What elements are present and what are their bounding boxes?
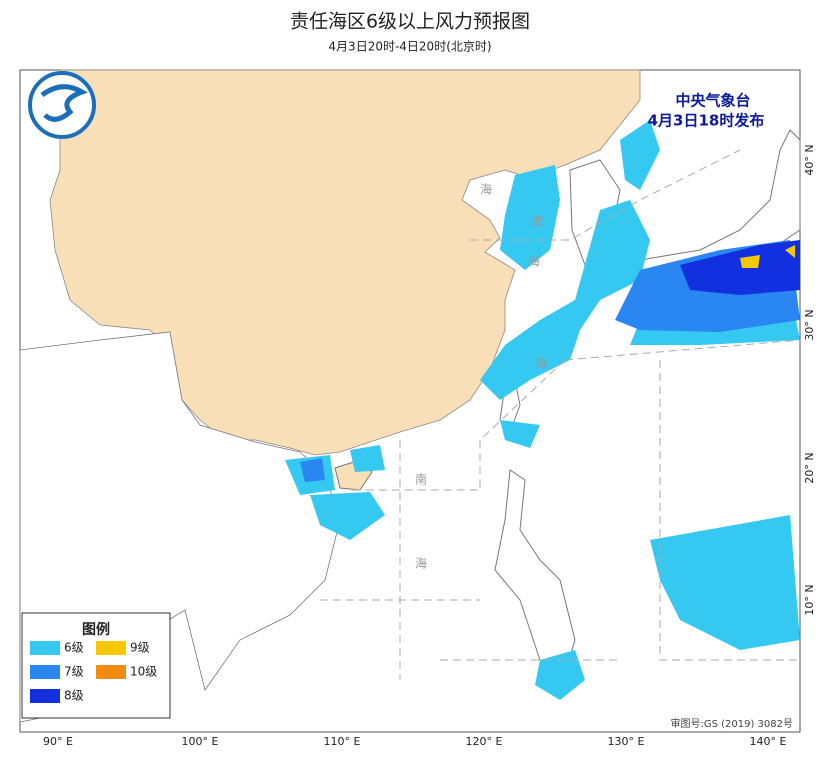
lon-label: 110° E	[324, 735, 361, 748]
title: 责任海区6级以上风力预报图	[290, 11, 530, 33]
wind-8	[680, 240, 800, 295]
issuer-name: 中央气象台	[675, 92, 750, 110]
logo	[28, 71, 96, 139]
sea-label: 海	[535, 356, 547, 371]
legend-swatch	[30, 641, 60, 655]
latitude-labels: 40° N 30° N 20° N 10° N	[803, 144, 816, 615]
wind-9	[740, 245, 795, 268]
legend-swatch	[30, 665, 60, 679]
sea-label: 海	[415, 556, 427, 571]
legend-label: 10级	[130, 665, 157, 679]
legend-swatch	[30, 689, 60, 703]
lon-label: 130° E	[608, 735, 645, 748]
legend-label: 8级	[64, 689, 84, 703]
lon-label: 140° E	[750, 735, 787, 748]
legend: 图例 6级 9级 7级 10级 8级	[21, 612, 171, 719]
china-land	[49, 69, 641, 456]
legend-label: 9级	[130, 641, 150, 655]
lon-label: 120° E	[466, 735, 503, 748]
logo-mark	[40, 84, 88, 122]
legend-label: 6级	[64, 641, 84, 655]
legend-label: 7级	[64, 665, 84, 679]
lat-label: 40° N	[803, 144, 816, 175]
sea-label: 海	[528, 254, 540, 269]
legend-swatch	[96, 641, 126, 655]
lat-label: 10° N	[803, 584, 816, 615]
legend-title: 图例	[82, 621, 110, 638]
longitude-labels: 90° E 100° E 110° E 120° E 130° E 140° E	[43, 735, 786, 748]
legend-swatch	[96, 665, 126, 679]
sea-area-boundaries	[320, 149, 801, 680]
lat-label: 20° N	[803, 452, 816, 483]
issuer-time: 4月3日18时发布	[648, 112, 765, 130]
lon-label: 90° E	[43, 735, 73, 748]
subtitle: 4月3日20时-4日20时(北京时)	[328, 40, 491, 54]
lat-label: 30° N	[803, 309, 816, 340]
sea-labels: 海 黄 海 海 南 海	[415, 182, 547, 571]
sea-label: 南	[415, 472, 427, 487]
sea-label: 黄	[532, 215, 544, 229]
lon-label: 100° E	[182, 735, 219, 748]
sea-label: 海	[480, 182, 492, 197]
map-approval: 审图号:GS (2019) 3082号	[670, 717, 793, 730]
